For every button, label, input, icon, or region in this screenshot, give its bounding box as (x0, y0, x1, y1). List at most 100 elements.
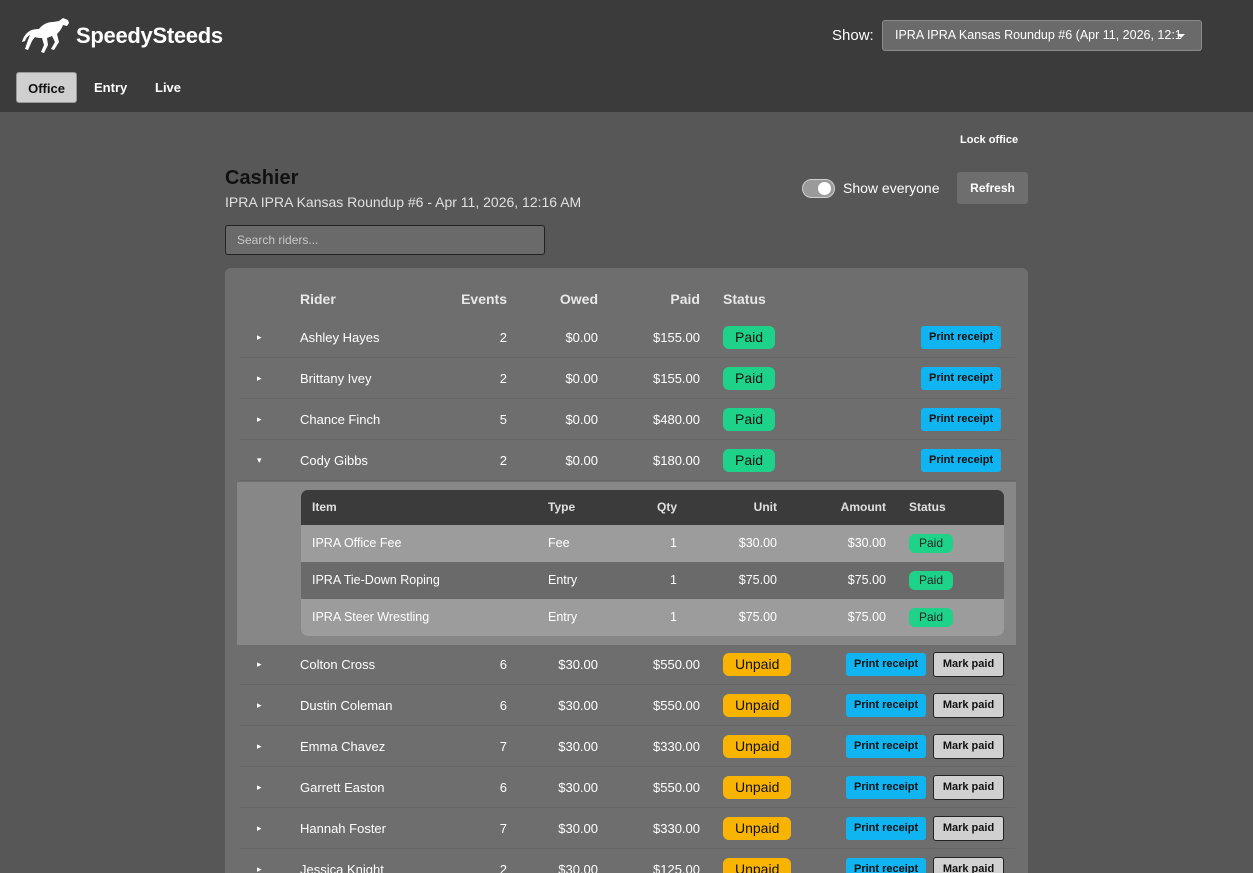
detail-header-unit: Unit (753, 500, 777, 514)
print-receipt-button[interactable]: Print receipt (846, 858, 927, 873)
detail-header-status: Status (909, 500, 946, 514)
tab-live[interactable]: Live (155, 80, 182, 95)
rider-paid: $550.00 (653, 657, 700, 672)
mark-paid-button[interactable]: Mark paid (933, 857, 1004, 873)
print-receipt-button[interactable]: Print receipt (921, 326, 1002, 349)
table-row[interactable]: ▸ Ashley Hayes 2 $0.00 $155.00 Paid Print rece… (240, 317, 1015, 358)
rider-owed: $0.00 (565, 453, 598, 468)
chevron-right-icon[interactable]: ▸ (257, 659, 262, 669)
detail-type: Entry (548, 610, 578, 624)
rider-events: 6 (499, 698, 507, 713)
print-receipt-button[interactable]: Print receipt (921, 408, 1002, 431)
print-receipt-button[interactable]: Print receipt (846, 735, 927, 758)
rider-events: 2 (499, 453, 507, 468)
show-select[interactable]: IPRA IPRA Kansas Roundup #6 (Apr 11, 202… (882, 20, 1202, 51)
show-everyone-toggle[interactable] (802, 179, 835, 198)
table-row[interactable]: ▸ Hannah Foster 7 $30.00 $330.00 Unpaid Print … (240, 808, 1015, 849)
rider-owed: $30.00 (558, 657, 598, 672)
table-row[interactable]: ▸ Emma Chavez 7 $30.00 $330.00 Unpaid Print re… (240, 726, 1015, 767)
detail-header-amount: Amount (840, 500, 886, 514)
mark-paid-button[interactable]: Mark paid (933, 652, 1004, 677)
rider-owed: $0.00 (565, 371, 598, 386)
rider-paid: $180.00 (653, 453, 700, 468)
rider-events: 2 (499, 371, 507, 386)
chevron-down-icon (1177, 34, 1185, 38)
chevron-right-icon[interactable]: ▸ (257, 414, 262, 424)
table-row[interactable]: ▾ Cody Gibbs 2 $0.00 $180.00 Paid Print receip… (240, 440, 1015, 481)
rider-events: 2 (499, 862, 507, 873)
rider-paid: $155.00 (653, 371, 700, 386)
table-row[interactable]: ▸ Jessica Knight 2 $30.00 $125.00 Unpaid Print… (240, 849, 1015, 873)
detail-item: IPRA Tie-Down Roping (312, 573, 440, 587)
chevron-right-icon[interactable]: ▸ (257, 700, 262, 710)
rider-name: Chance Finch (300, 412, 381, 427)
search-input[interactable] (225, 225, 545, 255)
rider-paid: $480.00 (653, 412, 700, 427)
status-badge: Unpaid (723, 694, 792, 717)
rider-owed: $30.00 (558, 739, 598, 754)
print-receipt-button[interactable]: Print receipt (921, 449, 1002, 472)
tab-entry[interactable]: Entry (94, 80, 128, 95)
table-row[interactable]: ▸ Garrett Easton 6 $30.00 $550.00 Unpaid Print… (240, 767, 1015, 808)
detail-item: IPRA Office Fee (312, 536, 402, 550)
page-title: Cashier (225, 167, 299, 189)
mark-paid-button[interactable]: Mark paid (933, 693, 1004, 718)
rider-name: Cody Gibbs (300, 453, 368, 468)
chevron-right-icon[interactable]: ▸ (257, 741, 262, 751)
chevron-down-icon[interactable]: ▾ (257, 455, 262, 465)
mark-paid-button[interactable]: Mark paid (933, 775, 1004, 800)
rider-name: Garrett Easton (300, 780, 385, 795)
col-header-rider: Rider (300, 291, 336, 307)
rider-events: 2 (499, 330, 507, 345)
detail-amount: $75.00 (847, 573, 886, 587)
print-receipt-button[interactable]: Print receipt (846, 653, 927, 676)
rider-name: Dustin Coleman (300, 698, 393, 713)
chevron-right-icon[interactable]: ▸ (257, 823, 262, 833)
chevron-right-icon[interactable]: ▸ (257, 332, 262, 342)
status-badge: Unpaid (723, 858, 792, 873)
rider-name: Hannah Foster (300, 821, 386, 836)
rider-events: 5 (499, 412, 507, 427)
table-row[interactable]: ▸ Chance Finch 5 $0.00 $480.00 Paid Print rece… (240, 399, 1015, 440)
detail-unit: $30.00 (738, 536, 777, 550)
detail-header-row: Item Type Qty Unit Amount Status (301, 490, 1004, 525)
mark-paid-button[interactable]: Mark paid (933, 734, 1004, 759)
brand-name: SpeedySteeds (76, 23, 223, 48)
detail-item: IPRA Steer Wrestling (312, 610, 430, 624)
col-header-paid: Paid (670, 291, 700, 307)
lock-office-link[interactable]: Lock office (960, 134, 1019, 146)
print-receipt-button[interactable]: Print receipt (846, 817, 927, 840)
rider-name: Emma Chavez (300, 739, 386, 754)
detail-type: Fee (548, 536, 570, 550)
col-header-status: Status (723, 291, 766, 307)
detail-row: IPRA Tie-Down Roping Entry 1 $75.00 $75.… (301, 562, 1004, 599)
status-badge: Unpaid (723, 817, 792, 840)
col-header-owed: Owed (559, 291, 598, 307)
brand-logo[interactable]: SpeedySteeds (20, 16, 223, 56)
print-receipt-button[interactable]: Print receipt (846, 776, 927, 799)
detail-status-badge: Paid (909, 608, 954, 627)
chevron-right-icon[interactable]: ▸ (257, 864, 262, 873)
status-badge: Unpaid (723, 776, 792, 799)
chevron-right-icon[interactable]: ▸ (257, 373, 262, 383)
show-label: Show: (832, 27, 874, 44)
detail-status-badge: Paid (909, 534, 954, 553)
show-select-value: IPRA IPRA Kansas Roundup #6 (Apr 11, 202… (895, 28, 1182, 42)
print-receipt-button[interactable]: Print receipt (846, 694, 927, 717)
col-header-events: Events (461, 291, 507, 307)
table-row[interactable]: ▸ Brittany Ivey 2 $0.00 $155.00 Paid Print rec… (240, 358, 1015, 399)
rider-owed: $30.00 (558, 698, 598, 713)
rider-owed: $0.00 (565, 330, 598, 345)
rider-paid: $125.00 (653, 862, 700, 873)
detail-status-badge: Paid (909, 571, 954, 590)
tab-office[interactable]: Office (16, 72, 77, 103)
detail-type: Entry (548, 573, 578, 587)
detail-amount: $75.00 (847, 610, 886, 624)
table-row[interactable]: ▸ Colton Cross 6 $30.00 $550.00 Unpaid Print r… (240, 644, 1015, 685)
table-row[interactable]: ▸ Dustin Coleman 6 $30.00 $550.00 Unpaid Print… (240, 685, 1015, 726)
chevron-right-icon[interactable]: ▸ (257, 782, 262, 792)
mark-paid-button[interactable]: Mark paid (933, 816, 1004, 841)
refresh-button[interactable]: Refresh (957, 172, 1028, 204)
detail-qty: 1 (670, 610, 677, 624)
print-receipt-button[interactable]: Print receipt (921, 367, 1002, 390)
